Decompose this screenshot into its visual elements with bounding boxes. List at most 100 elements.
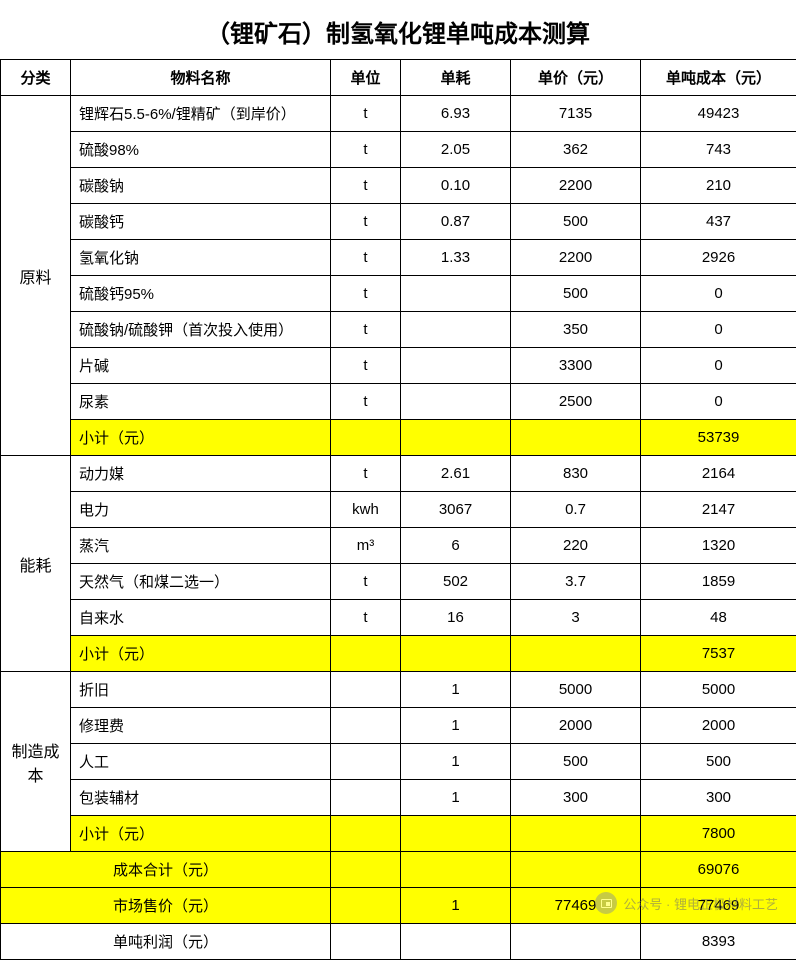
price-cell: 0.7 <box>511 492 641 528</box>
table-row: 硫酸98%t2.05362743 <box>1 132 796 168</box>
cost-cell: 500 <box>641 744 796 780</box>
table-row: 包装辅材1300300 <box>1 780 796 816</box>
price-cell: 2200 <box>511 240 641 276</box>
unit-cell: m³ <box>331 528 401 564</box>
col-cost: 单吨成本（元） <box>641 60 796 96</box>
material-name: 片碱 <box>71 348 331 384</box>
cost-cell: 210 <box>641 168 796 204</box>
unit-cell <box>331 780 401 816</box>
material-name: 天然气（和煤二选一） <box>71 564 331 600</box>
page: （锂矿石）制氢氧化锂单吨成本测算 分类 物料名称 单位 单耗 单价（元） 单吨成… <box>0 0 796 960</box>
unit-cell <box>331 672 401 708</box>
subtotal-cost: 7800 <box>641 816 796 852</box>
price-cell: 3 <box>511 600 641 636</box>
subtotal-label: 小计（元） <box>71 816 331 852</box>
unit-cell <box>331 744 401 780</box>
material-name: 电力 <box>71 492 331 528</box>
subtotal-price <box>511 636 641 672</box>
subtotal-row: 小计（元） 7800 <box>1 816 796 852</box>
summary-label: 成本合计（元） <box>1 852 331 888</box>
price-cell: 2000 <box>511 708 641 744</box>
subtotal-price <box>511 816 641 852</box>
cost-cell: 48 <box>641 600 796 636</box>
table-row: 硫酸钠/硫酸钾（首次投入使用）t 3500 <box>1 312 796 348</box>
cost-cell: 300 <box>641 780 796 816</box>
subtotal-unit <box>331 636 401 672</box>
cost-cell: 1320 <box>641 528 796 564</box>
unit-cell: t <box>331 600 401 636</box>
cost-cell: 0 <box>641 348 796 384</box>
material-name: 锂辉石5.5-6%/锂精矿（到岸价） <box>71 96 331 132</box>
summary-row: 单吨利润（元）8393 <box>1 924 796 960</box>
material-name: 硫酸钠/硫酸钾（首次投入使用） <box>71 312 331 348</box>
consumption-cell: 0.10 <box>401 168 511 204</box>
consumption-cell <box>401 276 511 312</box>
subtotal-row: 小计（元）7537 <box>1 636 796 672</box>
summary-label: 市场售价（元） <box>1 888 331 924</box>
table-row: 碳酸钠t0.102200210 <box>1 168 796 204</box>
price-cell: 350 <box>511 312 641 348</box>
subtotal-unit <box>331 420 401 456</box>
subtotal-unit <box>331 816 401 852</box>
cost-cell: 0 <box>641 312 796 348</box>
material-name: 自来水 <box>71 600 331 636</box>
material-name: 碳酸钙 <box>71 204 331 240</box>
price-cell: 3.7 <box>511 564 641 600</box>
col-material: 物料名称 <box>71 60 331 96</box>
cost-cell: 49423 <box>641 96 796 132</box>
table-row: 硫酸钙95%t5000 <box>1 276 796 312</box>
price-cell: 220 <box>511 528 641 564</box>
subtotal-price <box>511 420 641 456</box>
unit-cell: kwh <box>331 492 401 528</box>
summary-row: 市场售价（元）17746977469 <box>1 888 796 924</box>
unit-cell: t <box>331 384 401 420</box>
header-row: 分类 物料名称 单位 单耗 单价（元） 单吨成本（元） <box>1 60 796 96</box>
cost-cell: 5000 <box>641 672 796 708</box>
material-name: 碳酸钠 <box>71 168 331 204</box>
consumption-cell: 502 <box>401 564 511 600</box>
col-category: 分类 <box>1 60 71 96</box>
consumption-cell: 3067 <box>401 492 511 528</box>
table-row: 能耗动力媒t2.618302164 <box>1 456 796 492</box>
cost-cell: 1859 <box>641 564 796 600</box>
cost-table: 分类 物料名称 单位 单耗 单价（元） 单吨成本（元） 原料锂辉石5.5-6%/… <box>0 59 796 960</box>
consumption-cell: 0.87 <box>401 204 511 240</box>
material-name: 尿素 <box>71 384 331 420</box>
consumption-cell: 6 <box>401 528 511 564</box>
price-cell: 2200 <box>511 168 641 204</box>
cost-cell: 0 <box>641 276 796 312</box>
subtotal-cost: 53739 <box>641 420 796 456</box>
unit-cell: t <box>331 348 401 384</box>
material-name: 氢氧化钠 <box>71 240 331 276</box>
consumption-cell <box>401 312 511 348</box>
unit-cell <box>331 708 401 744</box>
summary-unit <box>331 888 401 924</box>
summary-cost: 69076 <box>641 852 796 888</box>
table-row: 碳酸钙t0.87500437 <box>1 204 796 240</box>
category-cell: 原料 <box>1 96 71 456</box>
subtotal-cons <box>401 816 511 852</box>
consumption-cell <box>401 384 511 420</box>
price-cell: 362 <box>511 132 641 168</box>
consumption-cell: 1 <box>401 780 511 816</box>
price-cell: 5000 <box>511 672 641 708</box>
price-cell: 500 <box>511 744 641 780</box>
cost-cell: 2000 <box>641 708 796 744</box>
page-title: （锂矿石）制氢氧化锂单吨成本测算 <box>0 0 796 59</box>
material-name: 硫酸98% <box>71 132 331 168</box>
cost-cell: 2164 <box>641 456 796 492</box>
cost-cell: 0 <box>641 384 796 420</box>
unit-cell: t <box>331 456 401 492</box>
table-row: 电力kwh30670.72147 <box>1 492 796 528</box>
material-name: 折旧 <box>71 672 331 708</box>
unit-cell: t <box>331 132 401 168</box>
cost-cell: 437 <box>641 204 796 240</box>
summary-unit <box>331 852 401 888</box>
table-row: 氢氧化钠t1.3322002926 <box>1 240 796 276</box>
unit-cell: t <box>331 312 401 348</box>
consumption-cell: 1 <box>401 708 511 744</box>
subtotal-row: 小计（元） 53739 <box>1 420 796 456</box>
table-row: 制造成本折旧150005000 <box>1 672 796 708</box>
subtotal-label: 小计（元） <box>71 420 331 456</box>
subtotal-cons <box>401 636 511 672</box>
